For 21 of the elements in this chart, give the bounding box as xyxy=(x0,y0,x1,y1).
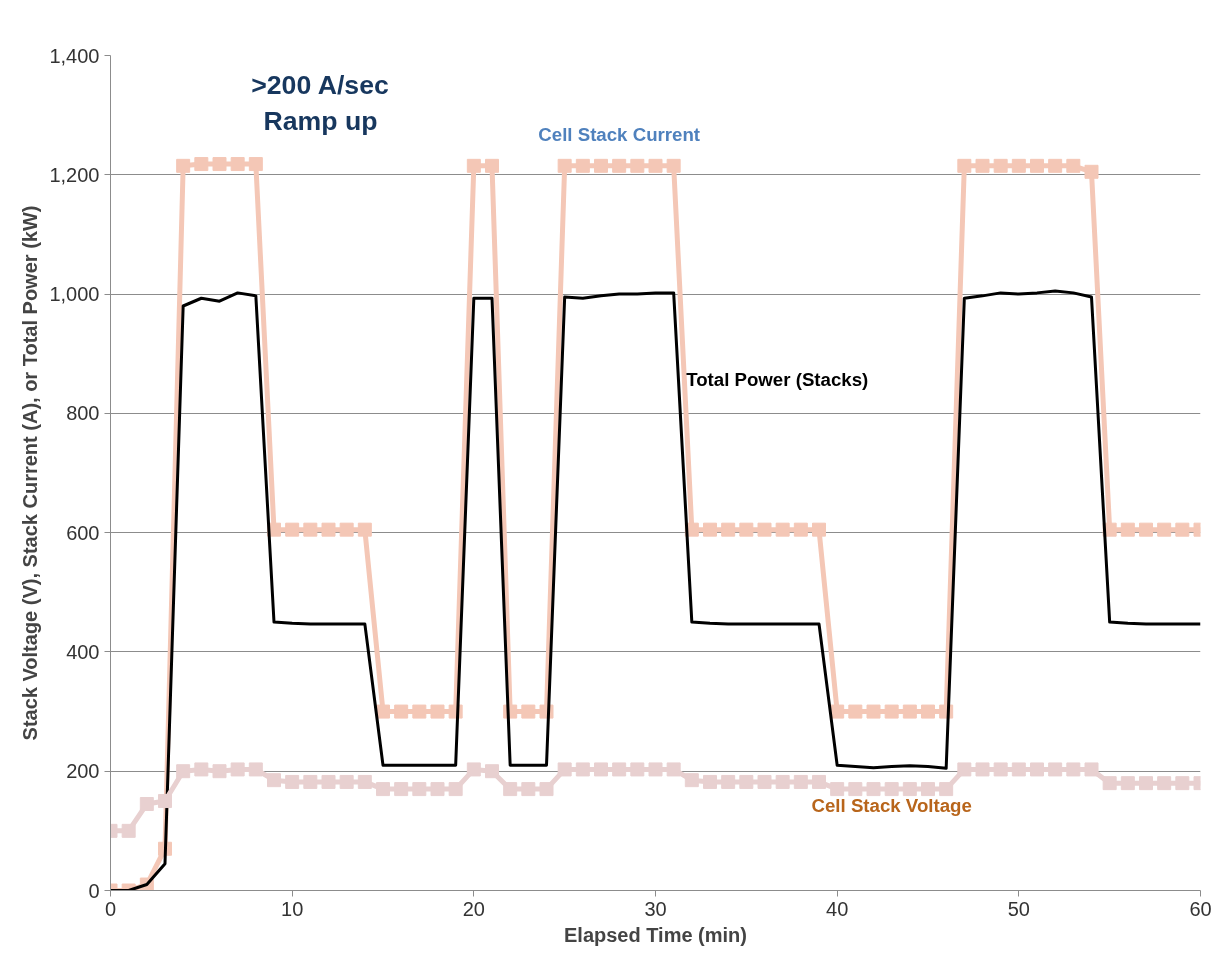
y-tick-label: 0 xyxy=(88,879,100,902)
x-tick-label: 20 xyxy=(462,897,485,920)
series-label: Cell Stack Voltage xyxy=(811,794,972,816)
x-tick-label: 30 xyxy=(644,897,667,920)
y-axis-title: Stack Voltage (V), Stack Current (A), or Total Power (kW) xyxy=(19,205,42,741)
y-tick-label: 400 xyxy=(66,640,100,663)
x-tick-label: 0 xyxy=(104,897,117,920)
x-tick-label: 10 xyxy=(281,897,304,920)
annotation: >200 A/sec Ramp up xyxy=(251,69,389,136)
series-label: Total Power (Stacks) xyxy=(686,368,869,390)
series-label: Cell Stack Current xyxy=(538,123,701,145)
x-tick-label: 40 xyxy=(826,897,849,920)
y-tick-label: 200 xyxy=(66,760,100,783)
y-tick-label: 1,400 xyxy=(49,44,100,67)
y-tick-label: 800 xyxy=(66,402,100,425)
y-tick-label: 1,000 xyxy=(49,283,100,306)
x-axis-title: Elapsed Time (min) xyxy=(564,923,748,946)
x-tick-label: 60 xyxy=(1189,897,1212,920)
x-tick-label: 50 xyxy=(1007,897,1030,920)
y-tick-label: 1,200 xyxy=(49,163,100,186)
y-tick-label: 600 xyxy=(66,521,100,544)
